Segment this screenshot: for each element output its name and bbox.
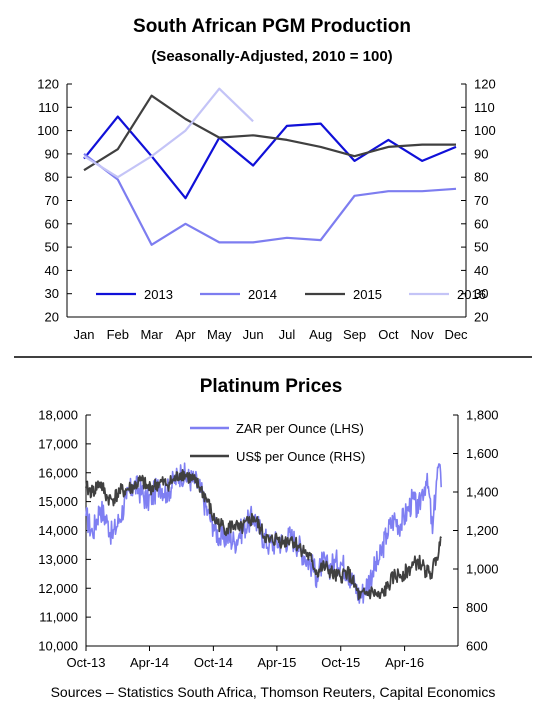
chart1-legend-label: 2015 [353, 287, 382, 302]
chart1-x-tick-label: Dec [444, 327, 468, 342]
chart2-left-tick-label: 10,000 [38, 639, 78, 654]
chart2-legend-label: US$ per Ounce (RHS) [236, 449, 365, 464]
chart1-series-line-2013 [83, 115, 457, 200]
chart1-right-tick-label: 100 [474, 123, 496, 138]
chart2-left-tick-label: 11,000 [39, 610, 78, 625]
chart1-x-tick-label: Apr [175, 327, 196, 342]
chart2-left-tick-label: 13,000 [38, 552, 78, 567]
chart1-right-tick-label: 60 [474, 216, 488, 231]
chart2-right-tick-label: 1,200 [466, 523, 499, 538]
chart1-right-tick-label: 50 [474, 240, 488, 255]
source-note: Sources – Statistics South Africa, Thoms… [50, 684, 496, 700]
chart1-x-tick-label: Oct [378, 327, 399, 342]
chart1-x-tick-label: Sep [343, 327, 366, 342]
chart2-plot: 10,000 11,000 12,000 13,000 14,000 15,000 16,0… [38, 408, 498, 671]
chart1-left-tick-label: 30 [45, 286, 59, 301]
chart2-x-tick-label: Apr-16 [385, 655, 424, 670]
chart2-right-tick-label: 800 [466, 600, 488, 615]
chart1-x-tick-label: Nov [411, 327, 435, 342]
chart1-left-tick-label: 120 [37, 77, 59, 92]
chart1-legend-label: 2016 [457, 287, 486, 302]
chart1-series-line-2016 [83, 87, 254, 179]
chart1-left-tick-label: 40 [45, 263, 59, 278]
chart1-x-tick-label: Jun [243, 327, 264, 342]
chart1-left-tick-label: 50 [45, 240, 59, 255]
chart1-left-tick-label: 90 [45, 146, 59, 161]
chart2-left-tick-label: 14,000 [38, 523, 78, 538]
chart1-right-tick-label: 110 [474, 100, 495, 115]
chart1-right-tick-label: 80 [474, 170, 488, 185]
chart1-left-tick-label: 60 [45, 216, 59, 231]
chart2-right-tick-label: 1,000 [466, 562, 499, 577]
chart2-left-tick-label: 12,000 [38, 581, 78, 596]
chart2-right-tick-label: 600 [466, 639, 488, 654]
chart2-left-tick-label: 15,000 [38, 494, 78, 509]
chart1-right-tick-label: 90 [474, 146, 488, 161]
chart2-x-tick-label: Oct-15 [321, 655, 360, 670]
chart2-left-tick-label: 17,000 [38, 436, 78, 451]
chart2-x-tick-label: Apr-15 [257, 655, 296, 670]
chart2-x-tick-label: Oct-14 [194, 655, 233, 670]
chart2-series-line-zar [85, 462, 442, 604]
chart2-left-tick-label: 16,000 [38, 465, 78, 480]
chart1-legend-label: 2013 [144, 287, 173, 302]
chart1-right-tick-label: 40 [474, 263, 488, 278]
chart1-right-tick-label: 30 [474, 286, 488, 301]
chart1-title: South African PGM Production [133, 16, 411, 37]
chart2-right-tick-label: 1,800 [466, 408, 499, 423]
chart2-title: Platinum Prices [200, 376, 343, 397]
chart1-x-tick-label: Feb [107, 327, 129, 342]
chart1-right-tick-label: 70 [474, 193, 488, 208]
chart1-x-tick-label: Jan [74, 327, 95, 342]
chart1-x-tick-label: Aug [309, 327, 332, 342]
chart1-x-tick-label: Mar [140, 327, 163, 342]
chart2-x-tick-label: Apr-14 [130, 655, 169, 670]
chart1-left-tick-label: 110 [38, 100, 59, 115]
chart1-right-tick-label: 120 [474, 77, 496, 92]
chart2-right-tick-label: 1,400 [466, 485, 499, 500]
chart1-left-tick-label: 80 [45, 170, 59, 185]
chart1-series-line-2014 [83, 153, 457, 246]
chart2-series-line-usd [85, 469, 442, 601]
chart2-right-tick-label: 1,600 [466, 446, 499, 461]
chart1-left-tick-label: 20 [45, 310, 59, 325]
chart1-series-line-2015 [83, 94, 456, 172]
chart1-subtitle: (Seasonally-Adjusted, 2010 = 100) [151, 48, 392, 65]
chart1-x-tick-label: May [207, 327, 232, 342]
chart1-legend-label: 2014 [248, 287, 277, 302]
chart2-left-tick-label: 18,000 [38, 408, 78, 423]
chart1-right-tick-label: 20 [474, 310, 488, 325]
chart2-x-tick-label: Oct-13 [66, 655, 105, 670]
chart1-left-tick-label: 70 [45, 193, 59, 208]
chart1-plot: 20 20 30 30 40 40 50 50 60 60 70 70 80 80 90 90 100 100 11… [37, 77, 495, 343]
chart1-left-tick-label: 100 [37, 123, 59, 138]
chart2-legend-label: ZAR per Ounce (LHS) [236, 421, 364, 436]
chart1-x-tick-label: Jul [279, 327, 296, 342]
